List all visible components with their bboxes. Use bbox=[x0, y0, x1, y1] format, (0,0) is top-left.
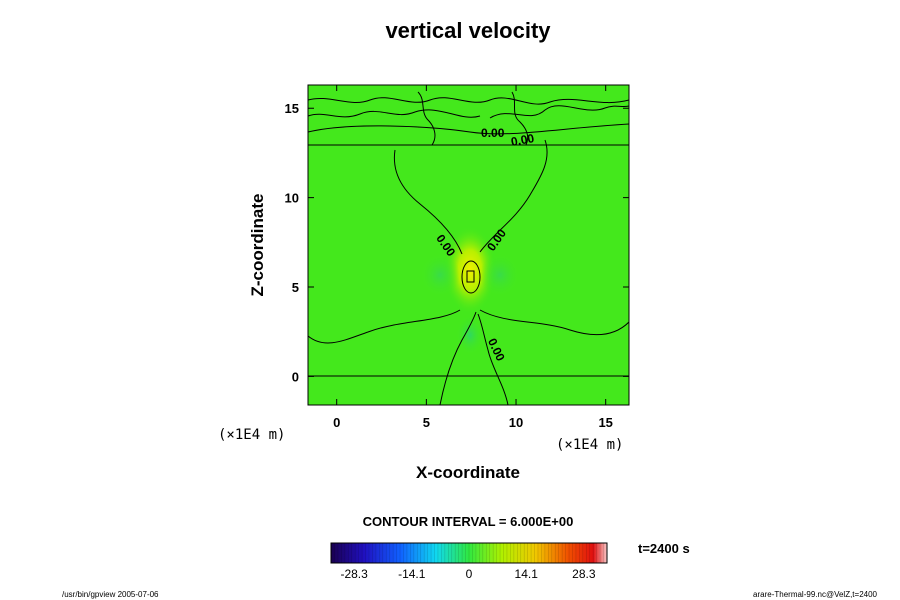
y-tick-label: 10 bbox=[285, 191, 299, 206]
colorbar-tick-label: -28.3 bbox=[340, 567, 368, 581]
contour-line bbox=[479, 309, 629, 336]
colorbar-tick-label: 28.3 bbox=[572, 567, 596, 581]
y-tick-label: 0 bbox=[292, 369, 299, 384]
contour-line bbox=[439, 311, 477, 405]
contour-line bbox=[393, 149, 463, 255]
contour-line bbox=[477, 313, 509, 405]
flank-shading-left bbox=[420, 253, 460, 297]
contour-label: 0.00 bbox=[510, 131, 536, 149]
y-axis-ticks: 0 5 10 15 bbox=[285, 101, 629, 384]
contour-line bbox=[308, 109, 481, 118]
footer-right: arare-Thermal-99.nc@VelZ,t=2400 bbox=[753, 590, 878, 599]
x-unit-right: (×1E4 m) bbox=[556, 437, 623, 453]
contour-line bbox=[417, 91, 436, 146]
y-axis-label: Z-coordinate bbox=[248, 194, 267, 297]
x-tick-label: 5 bbox=[423, 415, 430, 430]
flank-shading-right bbox=[480, 253, 520, 297]
x-unit-left: (×1E4 m) bbox=[218, 427, 285, 443]
x-axis-ticks: 0 5 10 15 bbox=[333, 85, 613, 430]
contour-line bbox=[308, 97, 629, 105]
x-tick-label: 15 bbox=[598, 415, 612, 430]
time-label: t=2400 s bbox=[638, 541, 690, 556]
colorbar-tick-label: 0 bbox=[466, 567, 473, 581]
colorbar bbox=[331, 543, 607, 563]
colorbar-frame bbox=[330, 542, 608, 564]
chart-title: vertical velocity bbox=[385, 18, 551, 43]
contour-line bbox=[479, 139, 548, 253]
downdraft-shading bbox=[456, 315, 484, 355]
contour-line bbox=[466, 270, 475, 283]
contour-interval-label: CONTOUR INTERVAL = 6.000E+00 bbox=[363, 514, 574, 529]
contour-line bbox=[461, 260, 481, 294]
y-tick-label: 15 bbox=[285, 101, 299, 116]
contour-lines bbox=[308, 91, 629, 405]
colorbar-ticks: -28.3 -14.1 0 14.1 28.3 bbox=[340, 567, 595, 581]
x-axis-label: X-coordinate bbox=[416, 463, 520, 482]
x-tick-label: 10 bbox=[509, 415, 523, 430]
contour-line bbox=[308, 309, 461, 344]
colorbar-stripes bbox=[334, 543, 604, 563]
contour-line bbox=[308, 123, 629, 135]
contour-line bbox=[511, 91, 529, 146]
plot-frame bbox=[307, 84, 630, 406]
plot-area bbox=[308, 85, 629, 405]
contour-label: 0.00 bbox=[481, 126, 505, 140]
colorbar-tick-label: 14.1 bbox=[515, 567, 539, 581]
colorbar-tick-label: -14.1 bbox=[398, 567, 426, 581]
y-tick-label: 5 bbox=[292, 280, 299, 295]
x-tick-label: 0 bbox=[333, 415, 340, 430]
footer-left: /usr/bin/gpview 2005-07-06 bbox=[62, 590, 159, 599]
contour-line bbox=[489, 105, 629, 119]
